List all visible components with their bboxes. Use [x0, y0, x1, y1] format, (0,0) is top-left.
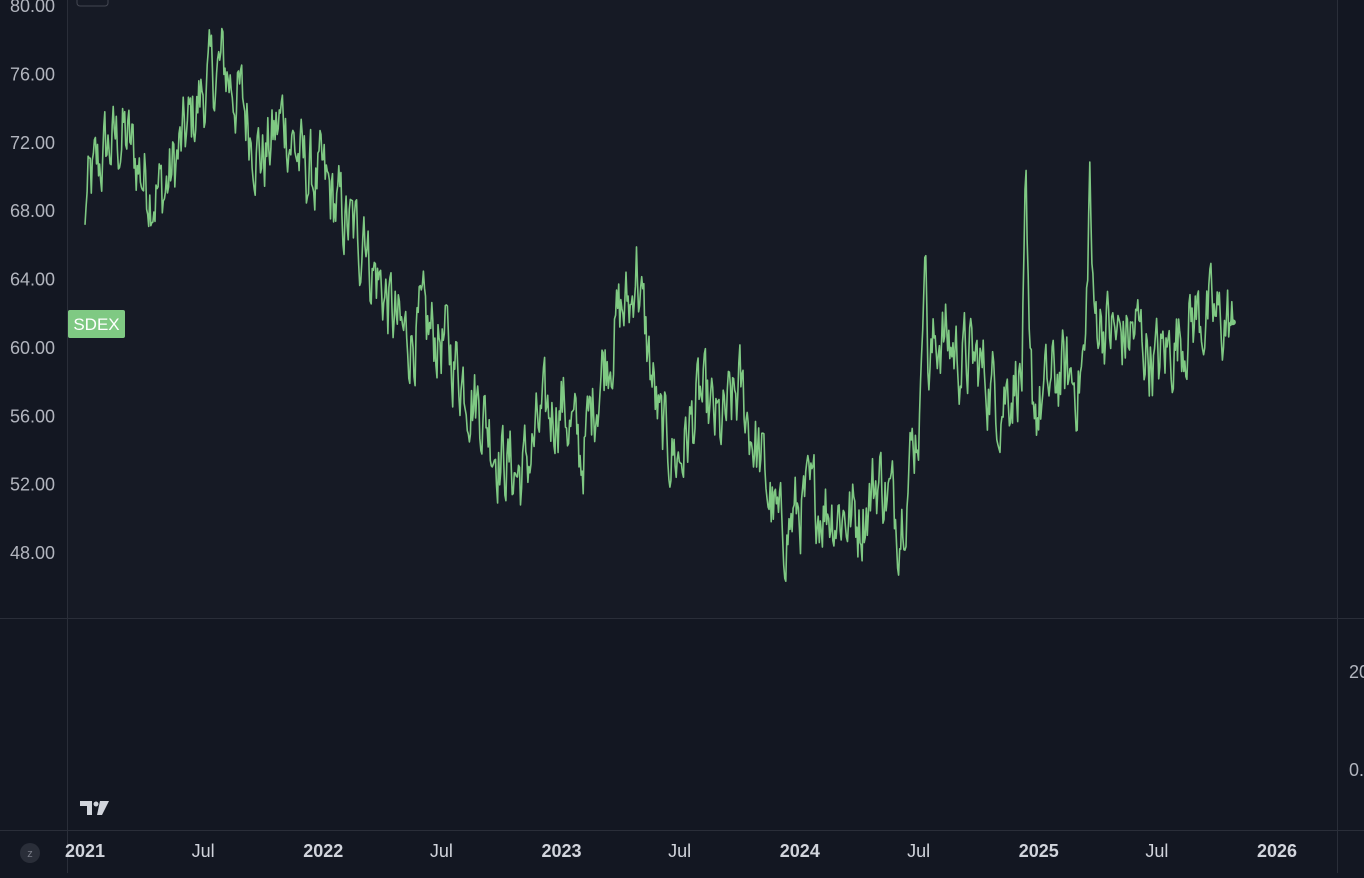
lower-pane-tick-label: 20 — [1349, 662, 1364, 682]
x-tick-label: 2025 — [1019, 841, 1059, 861]
x-tick-label: 2022 — [303, 841, 343, 861]
series-label-layer: SDEX — [68, 310, 125, 338]
y-tick-label: 80.00 — [10, 0, 55, 16]
x-tick-label: Jul — [1145, 841, 1168, 861]
series-label-badge[interactable] — [68, 310, 125, 338]
y-tick-label: 60.00 — [10, 338, 55, 358]
chart-footer: z — [20, 0, 109, 863]
x-tick-label: 2026 — [1257, 841, 1297, 861]
series-line-sdex — [84, 27, 1234, 582]
logo-mark-v — [97, 801, 109, 815]
y-tick-label: 64.00 — [10, 270, 55, 290]
y-tick-label: 76.00 — [10, 64, 55, 84]
lower-pane-tick-label: 0. — [1349, 760, 1364, 780]
price-scale[interactable]: 80.00 76.00 72.00 68.00 64.00 60.00 56.00 52.00… — [10, 0, 55, 563]
pane-button[interactable] — [76, 0, 109, 7]
y-tick-label: 68.00 — [10, 201, 55, 221]
timezone-button[interactable]: z — [20, 843, 40, 863]
timezone-button-label: z — [27, 848, 33, 860]
series-label-text: SDEX — [73, 315, 119, 334]
x-tick-label: Jul — [668, 841, 691, 861]
series-layer — [84, 27, 1236, 582]
y-tick-label: 52.00 — [10, 475, 55, 495]
y-tick-label: 56.00 — [10, 406, 55, 426]
x-tick-label: 2024 — [780, 841, 820, 861]
x-tick-label: 2023 — [542, 841, 582, 861]
x-tick-label: Jul — [430, 841, 453, 861]
lower-pane-scale[interactable]: 20 0. — [1349, 662, 1364, 780]
x-tick-label: 2021 — [65, 841, 105, 861]
logo-mark-t — [80, 801, 92, 815]
y-tick-label: 72.00 — [10, 133, 55, 153]
tradingview-logo[interactable] — [80, 801, 109, 815]
y-tick-label: 48.00 — [10, 543, 55, 563]
x-tick-label: Jul — [907, 841, 930, 861]
x-tick-label: Jul — [192, 841, 215, 861]
logo-mark-dot — [93, 801, 99, 807]
last-value-dot — [1229, 319, 1236, 326]
main-pane[interactable] — [67, 0, 1337, 618]
time-scale[interactable]: 2021 Jul 2022 Jul 2023 Jul 2024 Jul 2025 Jul 2026 — [65, 841, 1297, 861]
